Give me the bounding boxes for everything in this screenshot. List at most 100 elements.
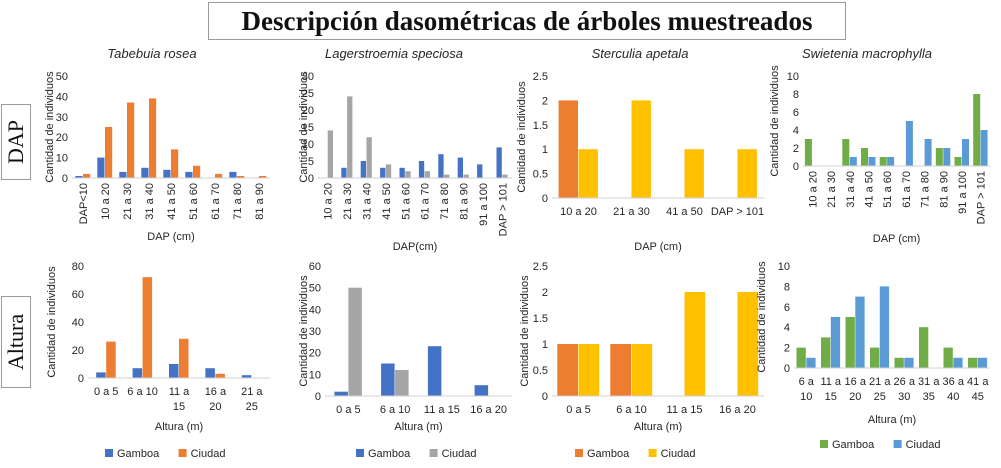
- legend-label: Gamboa: [368, 448, 411, 460]
- bar: [980, 130, 988, 166]
- y-tick-label: 0: [315, 391, 321, 403]
- y-tick-label: 25: [302, 88, 314, 100]
- bar: [237, 176, 245, 178]
- x-tick-label: 11 a: [169, 386, 190, 398]
- bar: [953, 357, 963, 368]
- bar: [334, 391, 348, 396]
- y-tick-label: 50: [309, 283, 321, 295]
- bar: [879, 286, 890, 368]
- y-tick-label: 40: [309, 304, 321, 316]
- x-tick-label: 41 a 50: [166, 183, 178, 220]
- x-tick-label: 26 a: [894, 376, 916, 388]
- y-tick-label: 60: [309, 261, 321, 273]
- y-tick-label: 6: [793, 107, 799, 119]
- bar: [119, 171, 127, 178]
- x-tick-label: 21 a 30: [122, 183, 134, 220]
- y-tick-label: 10: [787, 71, 799, 83]
- y-tick-label: 0: [793, 161, 799, 173]
- y-tick-label: 0: [784, 363, 790, 375]
- legend-label: Ciudad: [191, 448, 226, 460]
- legend-swatch: [575, 449, 583, 457]
- bar: [496, 147, 502, 178]
- bar: [241, 375, 252, 378]
- bar: [474, 385, 489, 396]
- legend-4: Gamboa Ciudad: [820, 439, 940, 451]
- x-tick-label: 10 a 20: [807, 171, 819, 208]
- bar: [977, 357, 988, 368]
- bar: [205, 368, 215, 378]
- x-tick-label: 6 a: [799, 376, 815, 388]
- x-axis-label: DAP (cm): [873, 233, 920, 245]
- bar: [360, 161, 366, 178]
- x-tick-label: 10 a 20: [323, 183, 335, 220]
- x-tick-label: 31 a 40: [144, 183, 156, 220]
- bar: [849, 157, 857, 166]
- bar: [502, 174, 508, 178]
- legend-swatch: [178, 449, 187, 457]
- bar: [149, 98, 157, 178]
- y-tick-label: 30: [309, 326, 321, 338]
- bar: [935, 148, 943, 166]
- y-tick-label: 15: [302, 122, 314, 134]
- x-axis-label: Altura (m): [868, 414, 916, 426]
- bar: [215, 373, 225, 378]
- x-tick-label: 6 a 10: [616, 404, 647, 416]
- bar: [405, 171, 411, 178]
- legend-2: Gamboa Ciudad: [356, 448, 476, 460]
- y-tick-label: 10: [778, 261, 790, 273]
- chart-title: Sterculia apetala: [592, 46, 689, 61]
- y-tick-label: 0: [78, 373, 84, 385]
- y-tick-label: 2: [793, 143, 799, 155]
- chart-title: Swietenia macrophylla: [802, 46, 932, 61]
- bar: [904, 357, 914, 368]
- y-tick-label: 20: [72, 345, 84, 357]
- x-tick-label: DAP<10: [78, 183, 90, 224]
- y-axis-label: Cantidad de individuos: [519, 275, 531, 387]
- x-tick-label: 35: [923, 391, 935, 403]
- bar: [381, 363, 395, 396]
- x-tick-label: DAP > 101: [976, 171, 988, 224]
- x-tick-label: 45: [972, 391, 984, 403]
- bar: [193, 165, 201, 178]
- x-tick-label: 6 a 10: [127, 386, 158, 398]
- bar: [737, 149, 757, 198]
- legend-label: Gamboa: [117, 448, 160, 460]
- y-tick-label: 0: [308, 173, 314, 185]
- bar: [259, 176, 267, 178]
- y-tick-label: 0: [542, 193, 548, 205]
- bar: [215, 173, 223, 178]
- bar: [558, 100, 578, 198]
- x-tick-label: 16 a: [205, 386, 227, 398]
- legend-3: Gamboa Ciudad: [575, 448, 695, 460]
- x-tick-label: 15: [173, 401, 185, 413]
- y-tick-label: 10: [56, 153, 68, 165]
- bar: [924, 139, 932, 166]
- x-tick-label: 21 a 30: [342, 183, 354, 220]
- y-tick-label: 2: [542, 287, 548, 299]
- bar: [141, 167, 149, 178]
- bar: [179, 338, 189, 378]
- bar: [96, 372, 106, 378]
- x-axis-label: DAP (cm): [634, 241, 681, 253]
- legend-1: Gamboa Ciudad: [105, 448, 225, 460]
- x-tick-label: 25: [246, 401, 258, 413]
- x-tick-label: 16 a 20: [470, 404, 507, 416]
- x-tick-label: 10: [800, 391, 812, 403]
- x-tick-label: 51 a 60: [882, 171, 894, 208]
- x-tick-label: 25: [874, 391, 886, 403]
- y-axis-label: Cantidad de individuos: [769, 65, 781, 177]
- y-tick-label: 10: [309, 369, 321, 381]
- bar: [75, 176, 83, 178]
- bar: [861, 148, 868, 166]
- chart-title: Tabebuia rosea: [107, 46, 196, 61]
- bar: [97, 157, 105, 178]
- legend-swatch: [893, 440, 902, 448]
- x-tick-label: 21 a: [241, 386, 263, 398]
- legend-swatch: [356, 449, 364, 457]
- y-tick-label: 0: [62, 173, 68, 185]
- x-tick-label: 21 a: [869, 376, 891, 388]
- x-tick-label: 91 a 100: [478, 183, 490, 226]
- bar: [185, 171, 193, 178]
- bar: [83, 173, 91, 178]
